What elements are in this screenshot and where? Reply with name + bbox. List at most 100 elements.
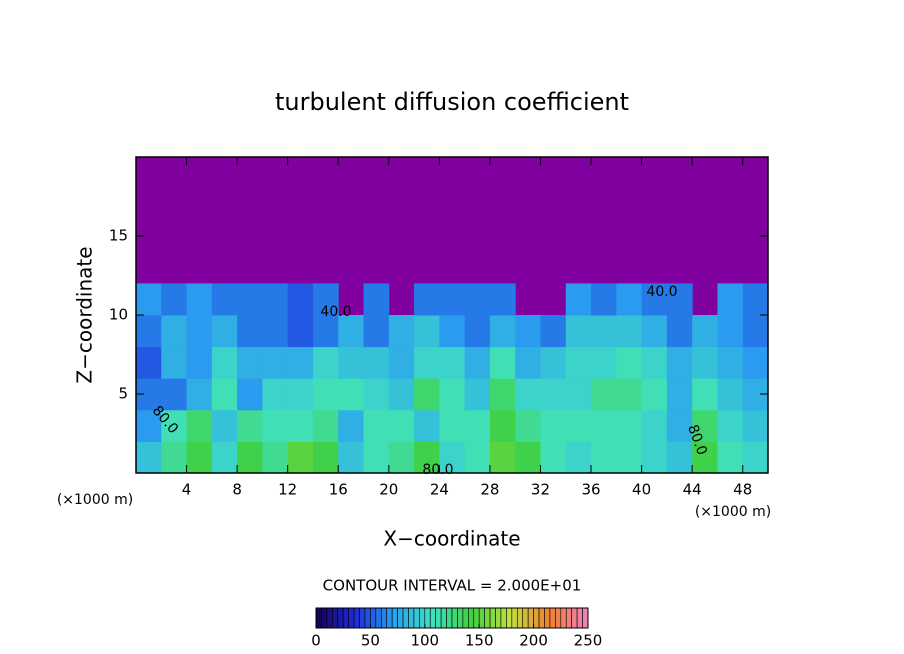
colorbar-swatch [397,607,404,629]
cell [565,441,592,474]
cell [742,409,769,442]
cell [237,441,263,474]
cell [363,283,390,316]
cell [338,409,365,442]
cell [136,283,162,316]
y-tick-label: 5 [118,385,128,403]
colorbar-swatch [560,607,567,629]
cell [641,346,668,379]
cell [692,378,718,411]
colorbar-swatch [413,607,420,629]
cell [338,315,365,348]
cell [616,378,643,411]
colorbar-swatch [402,607,409,629]
cell [692,441,718,474]
colorbar-tick-label: 250 [574,632,603,650]
y-tick-label: 10 [109,306,128,324]
cell [262,315,289,348]
cell [641,315,668,348]
cell [312,378,339,411]
cell [136,346,162,379]
cell [464,378,491,411]
cell [211,315,238,348]
cell [666,346,693,379]
colorbar-swatch [380,607,388,629]
field [136,157,769,474]
cell [262,441,289,474]
cell [591,378,617,411]
cell [136,315,162,348]
cell [186,378,213,411]
x-tick-label: 20 [379,481,398,499]
cell [262,283,289,316]
colorbar-swatch [419,607,426,629]
cell [363,315,390,348]
cell [489,441,516,474]
cell [489,409,516,442]
contour-interval: CONTOUR INTERVAL = 2.000E+01 [323,577,582,595]
x-tick-label: 44 [683,481,702,499]
cell [717,409,744,442]
contour-label: 80.0 [422,462,453,478]
cell [262,409,289,442]
colorbar-swatch [408,607,415,629]
cell [515,378,541,411]
cell [262,346,289,379]
cell [388,346,415,379]
chart-title: turbulent diffusion coefficient [275,88,629,116]
colorbar-swatch [527,607,534,629]
cell [692,346,718,379]
colorbar-swatch [478,607,485,629]
cell [717,315,744,348]
cell [540,315,567,348]
cell [161,315,188,348]
colorbar-swatch [495,607,502,629]
cell [666,315,693,348]
cell [186,409,213,442]
cell [186,283,213,316]
cell [464,283,491,316]
colorbar-swatch [424,607,431,629]
colorbar-swatch [332,607,339,629]
cell [287,346,314,379]
cell [211,378,238,411]
cell [237,378,263,411]
cell [388,315,415,348]
cell [237,315,263,348]
cell [591,315,617,348]
cell [237,283,263,316]
cell [641,378,668,411]
cell [161,441,188,474]
colorbar-swatch [342,607,349,629]
cell [515,441,541,474]
cell [742,283,769,316]
cell [161,409,188,442]
cell [717,346,744,379]
colorbar-swatch [533,607,540,629]
cell [414,283,440,316]
colorbar-swatch [489,607,496,629]
cell [363,409,390,442]
x-tick-label: 32 [531,481,550,499]
colorbar-swatch [348,607,355,629]
cell [464,346,491,379]
cell [692,409,718,442]
cell [186,441,213,474]
cell [540,378,567,411]
colorbar-tick-label: 150 [465,632,494,650]
colorbar-swatch [473,607,480,629]
cell [312,283,339,316]
colorbar-swatch [435,607,442,629]
cell [464,441,491,474]
cell [565,378,592,411]
cell [616,441,643,474]
colorbar-swatch [522,607,529,629]
x-tick-label: 4 [182,481,192,499]
cell [211,409,238,442]
colorbar-swatch [462,607,469,629]
cell [540,346,567,379]
cell [287,378,314,411]
colorbar-swatch [511,607,518,629]
colorbar-swatch [457,607,464,629]
